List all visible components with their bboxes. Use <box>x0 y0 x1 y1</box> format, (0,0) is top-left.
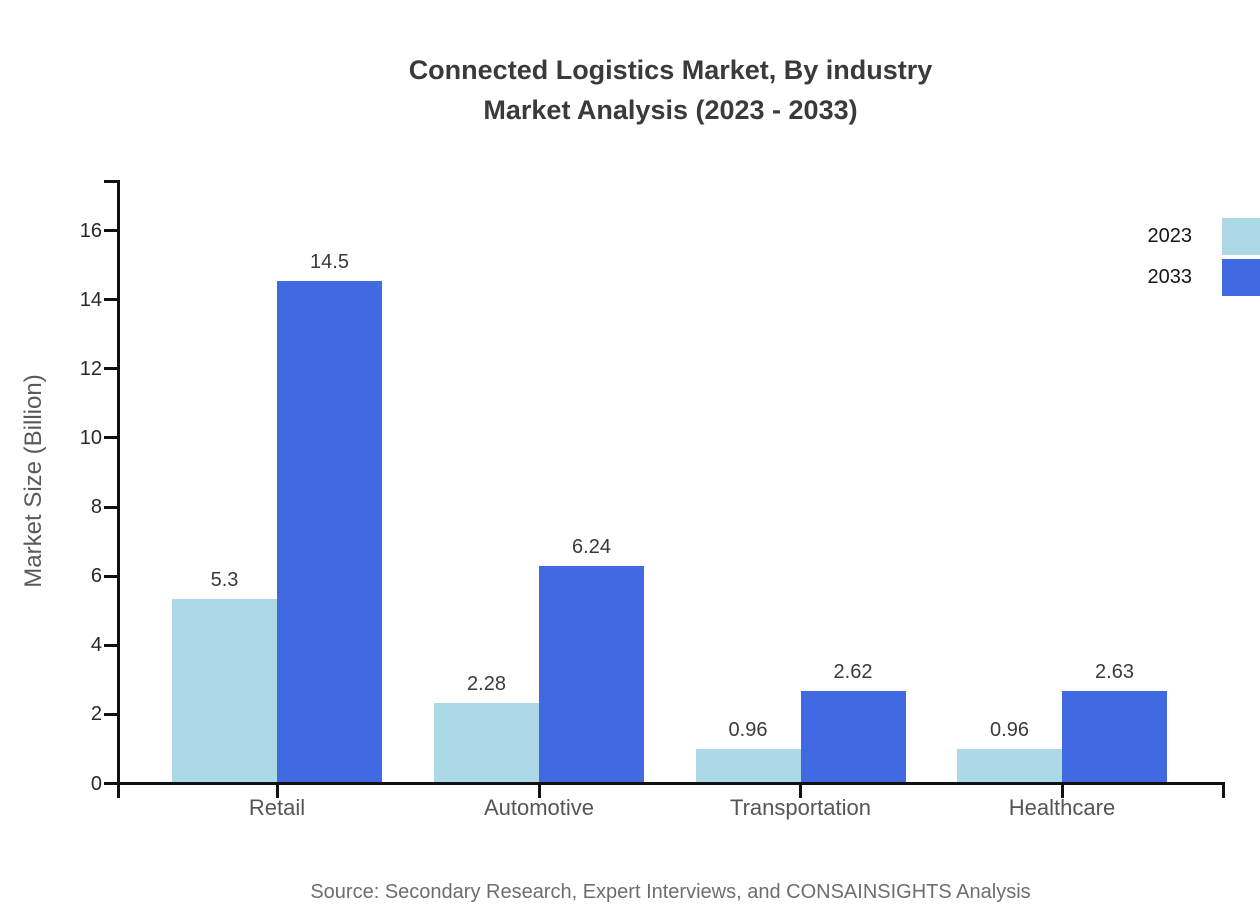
y-tick-label: 16 <box>79 219 102 242</box>
value-label-2023-healthcare: 0.96 <box>990 719 1029 741</box>
y-tick-label: 8 <box>90 496 102 518</box>
y-tick <box>104 229 117 232</box>
bar-2023-transportation <box>695 749 801 782</box>
y-tick <box>104 505 117 509</box>
legend: 2023 2033 <box>1148 218 1260 296</box>
bar-2023-retail <box>172 599 277 782</box>
category-label-retail: Retail <box>248 795 306 820</box>
x-tick <box>799 785 802 798</box>
y-tick <box>104 643 117 647</box>
y-tick-label: 6 <box>90 565 102 588</box>
y-tick <box>104 712 117 716</box>
y-axis-spine <box>117 180 120 798</box>
value-label-2033-transportation: 2.62 <box>833 661 873 683</box>
value-label-2023-automotive: 2.28 <box>467 673 506 695</box>
bar-2023-automotive <box>434 703 539 782</box>
legend-item-2033: 2033 <box>1148 259 1260 296</box>
y-tick-label: 4 <box>90 634 102 657</box>
x-axis-end-cap <box>1222 782 1225 798</box>
value-label-2033-automotive: 6.24 <box>572 536 611 558</box>
bar-2033-retail <box>277 281 382 782</box>
category-label-transportation: Transportation <box>729 795 872 820</box>
legend-item-2023: 2023 <box>1148 218 1260 255</box>
bar-2033-automotive <box>539 566 644 782</box>
y-tick-label: 10 <box>79 426 102 449</box>
x-tick <box>537 785 541 798</box>
legend-label-2033: 2033 <box>1147 266 1193 288</box>
y-tick <box>104 782 117 785</box>
value-label-2033-retail: 14.5 <box>310 251 349 273</box>
y-axis-top-cap <box>104 180 117 183</box>
y-tick-label: 0 <box>90 772 102 795</box>
category-label-automotive: Automotive <box>483 795 595 820</box>
y-tick <box>104 367 117 371</box>
legend-label-2023: 2023 <box>1147 225 1193 247</box>
legend-swatch-2033 <box>1222 259 1260 296</box>
y-tick-label: 14 <box>79 288 102 311</box>
y-tick <box>104 574 117 578</box>
y-tick <box>104 436 117 440</box>
y-tick-label: 2 <box>90 703 102 726</box>
value-label-2033-healthcare: 2.63 <box>1095 661 1134 683</box>
legend-swatch-2023 <box>1222 218 1260 255</box>
chart-title: Connected Logistics Market, By industry … <box>119 50 1222 130</box>
y-tick <box>104 298 117 302</box>
category-label-healthcare: Healthcare <box>1008 795 1116 820</box>
bar-2023-healthcare <box>957 749 1062 782</box>
value-label-2023-retail: 5.3 <box>210 569 239 591</box>
x-axis-spine <box>117 782 1225 785</box>
bar-2033-healthcare <box>1062 691 1167 782</box>
chart-title-line2: Market Analysis (2023 - 2033) <box>483 95 858 125</box>
source-text: Source: Secondary Research, Expert Inter… <box>310 881 1031 903</box>
x-tick <box>1060 785 1064 798</box>
chart-title-line1: Connected Logistics Market, By industry <box>408 55 933 85</box>
y-tick-label: 12 <box>79 357 102 380</box>
x-tick <box>275 785 279 798</box>
bar-2033-transportation <box>800 691 906 782</box>
value-label-2023-transportation: 0.96 <box>728 719 768 741</box>
